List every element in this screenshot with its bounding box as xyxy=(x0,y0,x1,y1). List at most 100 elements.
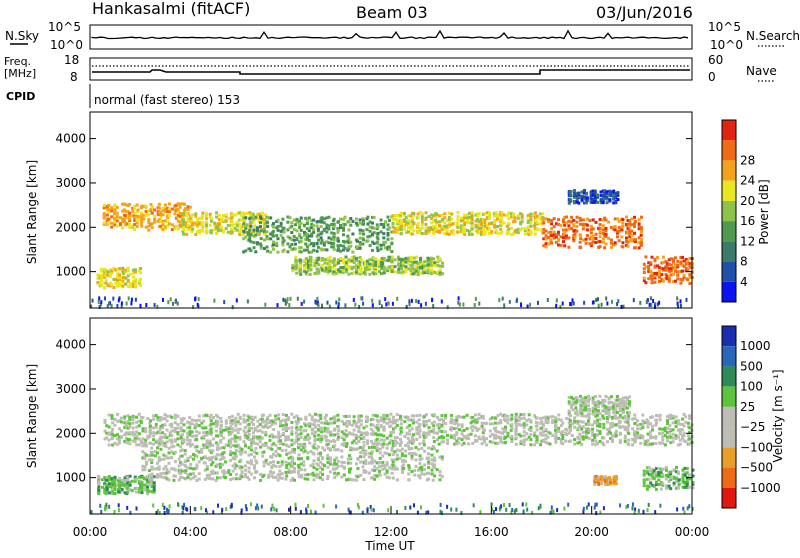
velocity-cell xyxy=(148,454,151,457)
velocity-cell xyxy=(627,418,630,421)
velocity-cell xyxy=(114,492,117,495)
power-cell xyxy=(638,222,641,225)
velocity-cell xyxy=(523,413,526,416)
velocity-cell xyxy=(241,451,244,454)
velocity-cell xyxy=(304,449,307,452)
power-cell xyxy=(483,225,486,228)
power-cell xyxy=(483,218,486,221)
velocity-cell xyxy=(241,470,244,473)
velocity-cell xyxy=(400,441,403,444)
velocity-cell xyxy=(333,476,336,479)
power-cell xyxy=(145,226,148,229)
power-cell xyxy=(127,269,130,272)
velocity-cell xyxy=(141,481,144,484)
velocity-cell xyxy=(145,445,148,448)
power-cell xyxy=(362,238,365,241)
velocity-cell xyxy=(423,468,426,471)
velocity-cell xyxy=(108,414,111,417)
velocity-cell xyxy=(360,437,363,440)
velocity-cell xyxy=(494,417,497,420)
power-cell xyxy=(388,219,391,222)
power-cell xyxy=(579,235,582,238)
velocity-cell xyxy=(497,422,500,425)
power-cell xyxy=(536,227,539,230)
power-cell xyxy=(299,259,302,262)
velocity-cell xyxy=(569,439,572,442)
velocity-cell xyxy=(313,474,316,477)
velocity-cell xyxy=(364,450,367,453)
power-cell xyxy=(231,224,234,227)
power-cell xyxy=(368,266,371,269)
velocity-cell xyxy=(381,461,384,464)
power-cell xyxy=(435,221,438,224)
power-cell xyxy=(127,279,130,282)
velocity-cell xyxy=(324,427,327,430)
power-cell xyxy=(266,250,269,253)
velocity-cell xyxy=(343,433,346,436)
power-cell xyxy=(339,257,342,260)
power-cell xyxy=(272,248,275,251)
power-cell xyxy=(362,222,365,225)
date-title: 03/Jun/2016 xyxy=(596,3,693,22)
velocity-cell xyxy=(636,434,639,437)
power-cell xyxy=(662,256,665,259)
velocity-cell xyxy=(97,489,100,492)
velocity-cell xyxy=(665,484,668,487)
power-cell xyxy=(380,230,383,233)
power-cell xyxy=(550,219,553,222)
velocity-cell xyxy=(152,434,155,437)
velocity-cell xyxy=(148,469,151,472)
power-cell xyxy=(100,283,103,286)
power-cell xyxy=(260,237,263,240)
power-cell xyxy=(312,249,315,252)
power-cell xyxy=(633,225,636,228)
velocity-cell xyxy=(599,423,602,426)
velocity-cell xyxy=(174,438,177,441)
power-cell xyxy=(463,216,466,219)
velocity-cell xyxy=(159,448,162,451)
velocity-cell xyxy=(501,427,504,430)
velocity-cell xyxy=(651,436,654,439)
velocity-cell xyxy=(235,445,238,448)
velocity-cell xyxy=(474,413,477,416)
velocity-data xyxy=(91,395,695,515)
velocity-cell xyxy=(355,434,358,437)
velocity-cell xyxy=(212,422,215,425)
power-near-range-cell xyxy=(284,299,286,303)
velocity-cell xyxy=(162,458,165,461)
power-cell xyxy=(374,257,377,260)
velocity-cell xyxy=(599,440,602,443)
velocity-cell xyxy=(514,416,517,419)
velocity-cell xyxy=(504,441,507,444)
power-near-range-cell xyxy=(167,300,169,304)
velocity-cell xyxy=(143,487,146,490)
velocity-cell xyxy=(211,444,214,447)
velocity-cell xyxy=(189,467,192,470)
power-cell xyxy=(248,229,251,232)
power-cell xyxy=(620,236,623,239)
velocity-cell xyxy=(399,444,402,447)
velocity-cell xyxy=(394,444,397,447)
power-cell xyxy=(404,271,407,274)
velocity-cell xyxy=(149,432,152,435)
power-cell xyxy=(457,215,460,218)
velocity-cell xyxy=(372,418,375,421)
velocity-cell xyxy=(364,470,367,473)
power-cell xyxy=(300,229,303,232)
velocity-cell xyxy=(132,422,135,425)
velocity-cell xyxy=(114,476,117,479)
power-near-range-cell xyxy=(177,302,179,306)
power-near-range-cell xyxy=(100,300,102,304)
power-cell xyxy=(227,224,230,227)
station-title: Hankasalmi (fitACF) xyxy=(92,0,250,18)
velocity-cell xyxy=(523,417,526,420)
power-cell xyxy=(400,232,403,235)
velocity-cell xyxy=(438,426,441,429)
velocity-cell xyxy=(320,435,323,438)
velocity-cell xyxy=(372,424,375,427)
power-cell xyxy=(249,240,252,243)
power-cell xyxy=(602,224,605,227)
power-near-range-cell xyxy=(555,304,557,308)
velocity-cell xyxy=(135,435,138,438)
velocity-cell xyxy=(108,491,111,494)
